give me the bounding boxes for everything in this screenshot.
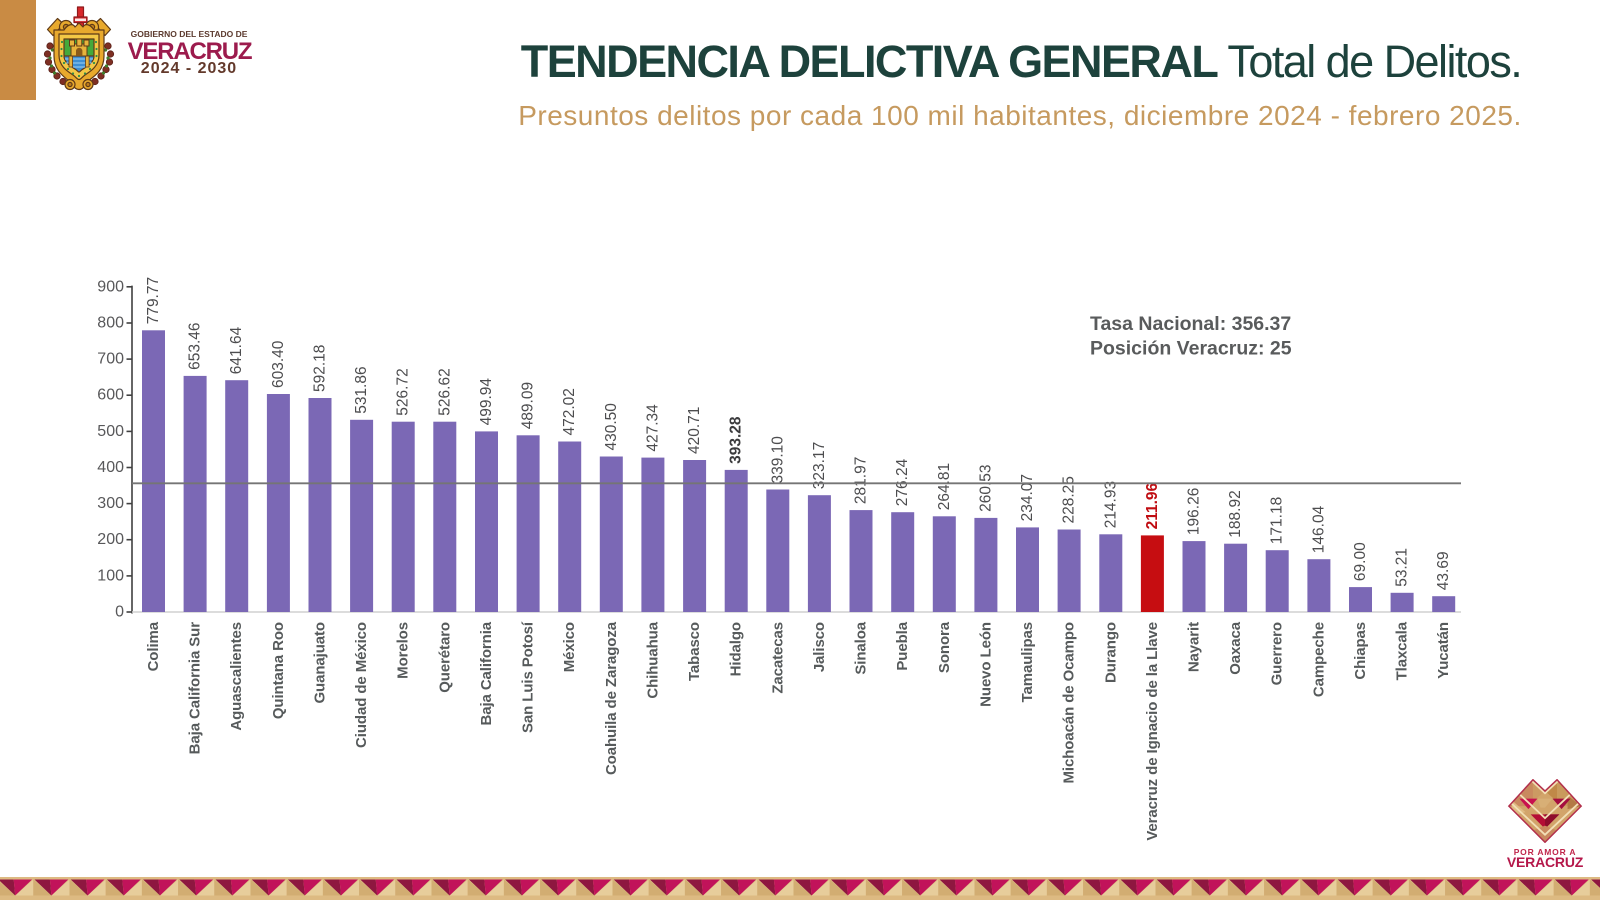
svg-text:Aguascalientes: Aguascalientes (228, 622, 245, 731)
svg-text:420.71: 420.71 (686, 407, 703, 454)
svg-text:Coahuila de Zaragoza: Coahuila de Zaragoza (603, 621, 620, 775)
svg-text:300: 300 (97, 495, 124, 512)
svg-text:Tabasco: Tabasco (686, 622, 703, 681)
svg-text:281.97: 281.97 (853, 457, 870, 504)
svg-text:234.07: 234.07 (1019, 474, 1036, 521)
svg-text:211.96: 211.96 (1144, 482, 1161, 529)
svg-text:214.93: 214.93 (1102, 481, 1119, 528)
svg-text:Guerrero: Guerrero (1269, 622, 1286, 685)
svg-text:400: 400 (97, 459, 124, 476)
svg-text:Baja California Sur: Baja California Sur (187, 622, 204, 755)
svg-text:800: 800 (97, 315, 124, 332)
svg-text:Zacatecas: Zacatecas (769, 622, 786, 694)
svg-text:264.81: 264.81 (936, 463, 953, 510)
svg-text:53.21: 53.21 (1394, 548, 1411, 587)
svg-text:531.86: 531.86 (353, 366, 370, 413)
svg-text:393.28: 393.28 (728, 416, 745, 464)
svg-text:Morelos: Morelos (395, 622, 412, 679)
svg-text:México: México (561, 622, 578, 672)
svg-text:427.34: 427.34 (644, 404, 661, 452)
svg-text:603.40: 603.40 (270, 340, 287, 388)
svg-text:Campeche: Campeche (1310, 622, 1327, 697)
svg-text:Tlaxcala: Tlaxcala (1394, 621, 1411, 680)
svg-text:Colima: Colima (145, 621, 162, 671)
svg-text:900: 900 (97, 278, 124, 295)
svg-text:228.25: 228.25 (1061, 476, 1078, 523)
svg-text:Veracruz de Ignacio de la Llav: Veracruz de Ignacio de la Llave (1144, 622, 1161, 841)
svg-text:489.09: 489.09 (520, 382, 537, 429)
svg-text:San Luis Potosí: San Luis Potosí (520, 621, 537, 733)
svg-text:69.00: 69.00 (1352, 542, 1369, 581)
svg-text:276.24: 276.24 (894, 458, 911, 506)
svg-text:Chihuahua: Chihuahua (644, 621, 661, 698)
svg-text:641.64: 641.64 (228, 326, 245, 374)
svg-text:Oaxaca: Oaxaca (1227, 621, 1244, 675)
svg-text:779.77: 779.77 (145, 277, 162, 324)
svg-text:339.10: 339.10 (769, 436, 786, 484)
svg-text:200: 200 (97, 531, 124, 548)
svg-text:0: 0 (115, 604, 124, 621)
svg-text:196.26: 196.26 (1186, 488, 1203, 535)
svg-text:Tasa Nacional: 356.37: Tasa Nacional: 356.37 (1090, 313, 1291, 335)
svg-text:Posición Veracruz: 25: Posición Veracruz: 25 (1090, 338, 1292, 360)
svg-text:260.53: 260.53 (977, 464, 994, 511)
svg-text:43.69: 43.69 (1435, 551, 1452, 590)
svg-text:Tamaulipas: Tamaulipas (1019, 622, 1036, 702)
svg-text:Durango: Durango (1102, 622, 1119, 683)
svg-text:Guanajuato: Guanajuato (312, 622, 329, 704)
svg-text:Jalisco: Jalisco (811, 622, 828, 672)
svg-text:500: 500 (97, 423, 124, 440)
svg-text:Yucatán: Yucatán (1435, 622, 1452, 679)
svg-text:Ciudad de México: Ciudad de México (353, 622, 370, 748)
svg-text:Quintana Roo: Quintana Roo (270, 622, 287, 719)
svg-text:526.72: 526.72 (395, 368, 412, 415)
svg-text:Nuevo León: Nuevo León (977, 622, 994, 707)
svg-text:Sinaloa: Sinaloa (853, 621, 870, 674)
svg-text:592.18: 592.18 (312, 345, 329, 392)
svg-text:472.02: 472.02 (561, 388, 578, 435)
svg-text:Nayarit: Nayarit (1186, 622, 1203, 672)
svg-text:700: 700 (97, 351, 124, 368)
svg-text:Hidalgo: Hidalgo (728, 622, 745, 676)
svg-text:Baja California: Baja California (478, 621, 495, 725)
svg-text:188.92: 188.92 (1227, 490, 1244, 537)
svg-text:430.50: 430.50 (603, 403, 620, 451)
svg-text:323.17: 323.17 (811, 442, 828, 489)
svg-text:600: 600 (97, 387, 124, 404)
svg-text:171.18: 171.18 (1269, 497, 1286, 544)
svg-text:100: 100 (97, 567, 124, 584)
svg-text:Chiapas: Chiapas (1352, 622, 1369, 680)
svg-text:526.62: 526.62 (436, 368, 453, 415)
svg-text:Querétaro: Querétaro (436, 622, 453, 693)
svg-text:Puebla: Puebla (894, 621, 911, 670)
svg-text:146.04: 146.04 (1310, 505, 1327, 553)
svg-text:Sonora: Sonora (936, 621, 953, 673)
svg-text:Michoacán de Ocampo: Michoacán de Ocampo (1061, 622, 1078, 783)
svg-text:653.46: 653.46 (187, 322, 204, 369)
svg-text:499.94: 499.94 (478, 378, 495, 426)
